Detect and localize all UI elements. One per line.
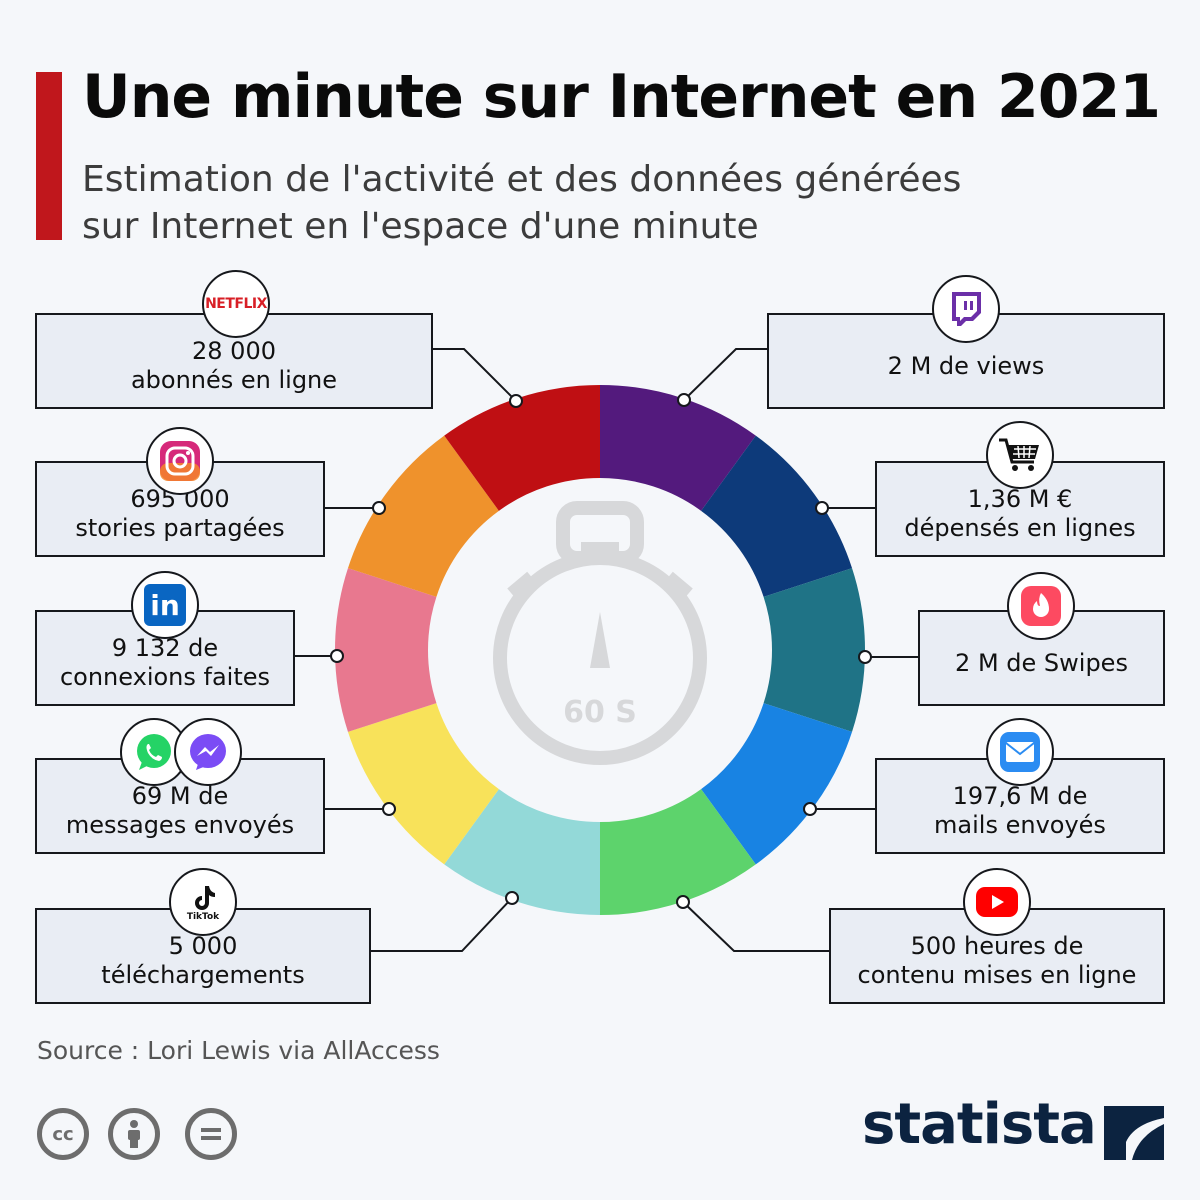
tinder-value: 2 M de Swipes — [955, 648, 1128, 677]
card-youtube: 500 heures de contenu mises en ligne — [829, 908, 1165, 1004]
cc-icon: cc — [37, 1108, 89, 1160]
instagram-icon — [146, 427, 214, 495]
card-messaging: 69 M de messages envoyés — [35, 758, 325, 854]
mail-envelope-icon — [986, 718, 1054, 786]
subtitle-line-2: sur Internet en l'espace d'une minute — [82, 206, 759, 247]
tiktok-label: téléchargements — [101, 961, 305, 989]
mail-value: 197,6 M de — [952, 782, 1088, 810]
segment-mail — [701, 703, 853, 865]
messenger-icon — [174, 718, 242, 786]
segment-tinder — [763, 568, 865, 732]
shopping-cart-icon — [986, 421, 1054, 489]
youtube-value: 500 heures de — [910, 932, 1084, 960]
dot-tinder — [858, 650, 872, 664]
page-subtitle: Estimation de l'activité et des données … — [82, 156, 1082, 250]
dot-twitch — [677, 393, 691, 407]
shopping-label: dépensés en lignes — [904, 514, 1136, 542]
segment-youtube — [600, 789, 756, 915]
tinder-flame-icon — [1007, 572, 1075, 640]
instagram-label: stories partagées — [75, 514, 285, 542]
center-time-label: 60 S — [563, 695, 637, 730]
subtitle-line-1: Estimation de l'activité et des données … — [82, 159, 962, 200]
segment-netflix — [444, 385, 600, 511]
card-netflix: 28 000 abonnés en ligne — [35, 313, 433, 409]
statista-logo-mark — [1104, 1106, 1164, 1160]
dot-shopping — [815, 501, 829, 515]
connector-tiktok — [371, 897, 513, 952]
source-note: Source : Lori Lewis via AllAccess — [37, 1036, 440, 1065]
dot-messaging — [382, 802, 396, 816]
youtube-play-icon — [963, 868, 1031, 936]
twitch-value: 2 M de views — [887, 351, 1045, 380]
tiktok-value: 5 000 — [168, 932, 238, 960]
tiktok-logo-text: TikTok — [186, 911, 220, 922]
segment-linkedin — [335, 568, 437, 732]
dot-instagram — [372, 501, 386, 515]
dot-mail — [803, 802, 817, 816]
connector-dots — [330, 393, 872, 909]
shopping-value: 1,36 M € — [967, 485, 1073, 513]
netflix-logo-text: NETFLIX — [205, 296, 267, 312]
dot-tiktok — [505, 891, 519, 905]
connector-netflix — [433, 348, 517, 402]
netflix-label: abonnés en ligne — [130, 366, 338, 394]
whatsapp-icon — [120, 718, 188, 786]
dot-linkedin — [330, 649, 344, 663]
segment-shopping — [701, 435, 853, 597]
statista-logo: statista — [862, 1092, 1097, 1157]
no-derivatives-icon — [185, 1108, 237, 1160]
linkedin-label: connexions faites — [59, 663, 271, 691]
page-title: Une minute sur Internet en 2021 — [82, 62, 1161, 132]
segment-messaging — [347, 703, 499, 865]
linkedin-logo-text: in — [150, 588, 180, 622]
netflix-icon: NETFLIX — [202, 270, 270, 338]
dot-youtube — [676, 895, 690, 909]
card-instagram: 695 000 stories partagées — [35, 461, 325, 557]
segment-instagram — [347, 435, 499, 597]
stopwatch-icon — [493, 501, 707, 765]
dot-netflix — [509, 394, 523, 408]
segment-tiktok — [444, 789, 600, 916]
messaging-icons — [120, 718, 242, 786]
segment-twitch — [600, 385, 756, 511]
mail-label: mails envoyés — [934, 811, 1106, 839]
connector-lines — [295, 348, 918, 952]
messaging-label: messages envoyés — [65, 811, 295, 839]
connector-youtube — [682, 901, 829, 952]
messaging-value: 69 M de — [131, 782, 229, 810]
twitch-icon — [932, 275, 1000, 343]
tiktok-icon: TikTok — [169, 868, 237, 936]
youtube-label: contenu mises en ligne — [857, 961, 1137, 989]
netflix-value: 28 000 — [192, 337, 276, 365]
linkedin-icon: in — [131, 571, 199, 639]
connector-twitch — [683, 348, 767, 401]
donut-segments — [335, 385, 865, 916]
title-accent-bar — [36, 72, 62, 240]
attribution-icon — [108, 1108, 160, 1160]
